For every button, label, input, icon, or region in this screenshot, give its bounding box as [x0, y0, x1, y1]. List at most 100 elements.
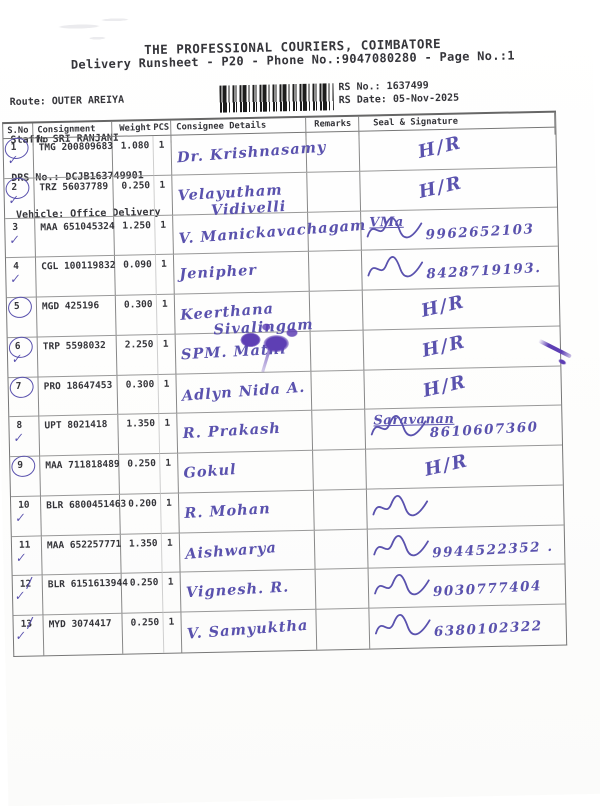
sno-cell: 5 / ✓	[5, 294, 38, 338]
pcs-value: 1	[158, 139, 165, 151]
weight-value: 0.250	[127, 458, 157, 470]
remarks-cell	[308, 211, 362, 253]
weight-value: 0.250	[130, 617, 160, 629]
pcs-value: 1	[161, 298, 168, 310]
ink-check-mark: ✓	[14, 549, 27, 566]
hr-handwriting: H/R	[416, 171, 465, 203]
weight-cell: 0.090	[114, 255, 157, 296]
table-row: 10 / ✓ BLR 6800451463 0.200 1 R. Mohan	[10, 485, 564, 537]
table-row: 3 / ✓ MAA 651045324 1.250 1 V. Manickava…	[5, 207, 558, 259]
seal-content: 9030777404	[369, 565, 566, 608]
ink-check-mark: ✓	[13, 510, 26, 526]
ink-check-mark: ✓	[10, 351, 22, 367]
consignment-number: CGL 100119832	[41, 260, 116, 273]
weight-cell: 0.200	[119, 493, 162, 535]
sno-cell: 3 / ✓	[5, 218, 36, 259]
ink-check-mark: ✓	[8, 271, 21, 287]
seal-content: H/R	[364, 366, 561, 409]
ink-check-mark: ✓	[13, 588, 25, 604]
consignment-number: PRO 18647453	[43, 379, 113, 392]
weight-value: 2.250	[124, 338, 154, 351]
hr-handwriting: H/R	[420, 370, 470, 402]
consignee-name-line1: R. Prakash	[182, 420, 282, 443]
sno-cell: 12 / ✓	[12, 574, 44, 617]
remarks-cell	[309, 290, 364, 332]
ink-slash-mark: /	[26, 613, 34, 633]
consignee-name-line1: Aishwarya	[184, 538, 278, 563]
ink-check-mark: ✓	[11, 430, 24, 446]
remarks-cell	[312, 409, 367, 451]
weight-value: 0.300	[125, 378, 155, 391]
consignment-cell: BLR 6151613944	[42, 574, 128, 616]
sno-cell: 8 / ✓	[9, 416, 41, 458]
weight-value: 1.080	[120, 140, 150, 152]
pcs-cell: 1	[160, 453, 179, 494]
weight-value: 0.200	[128, 497, 157, 510]
weight-cell: 1.350	[118, 414, 161, 455]
table-row: 4 / ✓ CGL 100119832 0.090 1 Jenipher	[5, 246, 559, 299]
weight-cell: 0.250	[119, 454, 161, 495]
consignment-number: MGD 425196	[41, 300, 100, 313]
consignment-cell: MAA 651045324	[35, 216, 115, 258]
consignee-cell: Vignesh. R.	[180, 570, 317, 613]
pcs-cell: 1	[158, 374, 178, 415]
pcs-cell: 1	[160, 493, 180, 534]
seal-signature-cell: H/R	[362, 286, 560, 331]
sno-number: 2	[11, 181, 18, 193]
table-body: 1 / ✓ TMG 200809683 1.080 1 Dr. Krishnas…	[2, 127, 566, 656]
weight-cell: 2.250	[116, 334, 159, 376]
sno-number: 10	[18, 499, 30, 511]
table-row: 12 / ✓ BLR 6151613944 0.250 1 Vignesh. R…	[12, 564, 566, 617]
weight-cell: 1.080	[112, 136, 155, 177]
seal-signature-cell: H/R	[359, 127, 557, 172]
signature-phone-number: 9030777404	[432, 578, 543, 601]
sno-cell: 4 / ✓	[5, 257, 37, 299]
sno-number: 11	[18, 539, 31, 551]
weight-value: 0.090	[123, 259, 152, 271]
consignee-cell: R. Prakash	[177, 411, 314, 454]
pcs-value: 1	[166, 497, 172, 509]
remarks-cell	[306, 131, 361, 173]
barcode-icon	[219, 83, 334, 113]
seal-content: Saravanan 8610607360	[365, 406, 562, 449]
pcs-cell: 1	[155, 254, 175, 296]
pcs-cell: 1	[157, 334, 177, 375]
weight-cell: 1.350	[120, 533, 163, 575]
consignee-cell: SPM. Mathi	[175, 319, 312, 375]
pcs-cell: 1	[162, 572, 182, 614]
consignment-cell: BLR 6800451463	[40, 494, 126, 537]
weight-value: 1.250	[122, 219, 152, 232]
hr-handwriting: H/R	[422, 450, 471, 481]
sno-cell: 1 / ✓	[2, 135, 35, 179]
consignment-cell: TMG 200809683	[33, 136, 114, 179]
weight-cell: 1.250	[114, 215, 156, 257]
consignment-number: BLR 6800451463	[46, 498, 127, 512]
sno-cell: 6 / ✓	[6, 334, 39, 378]
weight-cell: 0.250	[121, 573, 164, 614]
consignment-cell: MAA 711818489	[40, 454, 120, 497]
consignment-number: MAA 711818489	[45, 458, 120, 472]
consignment-number: TRZ 56037789	[39, 180, 109, 194]
signature-icon	[372, 494, 429, 517]
signature-phone-number: 9944522352 .	[431, 538, 554, 562]
consignment-cell: CGL 100119832	[35, 256, 116, 298]
ink-check-mark: ✓	[6, 192, 19, 208]
consignee-name-line1: Dr. Krishnasamy	[176, 138, 327, 167]
remarks-cell	[314, 529, 369, 571]
runsheet-table: S.No Consignment No Weight PCS Consignee…	[2, 110, 568, 658]
remarks-cell	[310, 330, 365, 372]
consignment-cell: MAA 652257771	[41, 534, 122, 576]
ink-check-mark: ✓	[14, 628, 26, 644]
weight-value: 0.250	[129, 577, 159, 590]
remarks-cell	[315, 569, 370, 610]
table-row: 13 / ✓ MYD 3074417 0.250 1 V. Samyuktha	[13, 605, 566, 656]
signature-icon	[370, 415, 427, 437]
signature-icon	[373, 534, 429, 556]
weight-value: 1.350	[126, 418, 156, 430]
weight-cell: 0.250	[122, 613, 165, 654]
pcs-value: 1	[159, 179, 166, 191]
seal-content: H/R	[359, 128, 556, 171]
signature-phone-number: 8428719193.	[425, 260, 542, 283]
pcs-value: 1	[163, 378, 170, 390]
